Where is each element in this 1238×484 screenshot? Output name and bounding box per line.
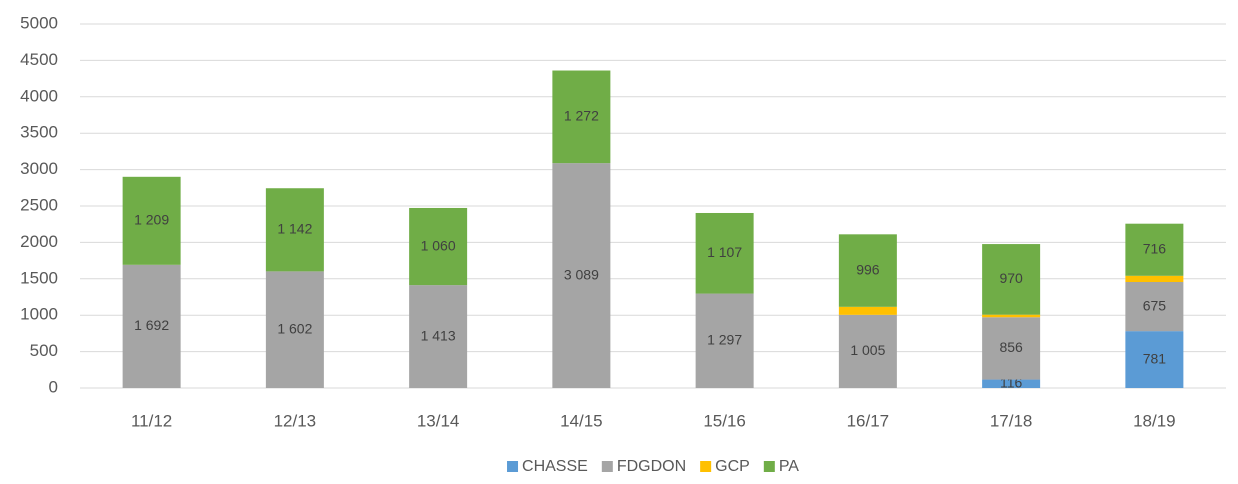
y-tick-label: 0 xyxy=(49,377,58,396)
x-tick-label: 11/12 xyxy=(131,411,172,430)
y-tick-label: 2000 xyxy=(20,232,58,251)
bar-segment xyxy=(1125,223,1184,276)
bar-segment xyxy=(695,212,754,294)
bar-segment xyxy=(982,314,1041,318)
y-tick-label: 5000 xyxy=(20,13,58,32)
bar-segment xyxy=(1125,282,1184,332)
bar-segment xyxy=(1125,275,1184,283)
bar-segment xyxy=(409,285,468,388)
data-label: 970 xyxy=(999,270,1023,286)
y-tick-label: 3500 xyxy=(20,123,58,142)
data-label: 1 692 xyxy=(134,317,169,333)
x-tick-label: 14/15 xyxy=(560,411,603,430)
bar-segment xyxy=(982,379,1041,388)
data-label: 1 142 xyxy=(277,221,312,237)
data-label: 856 xyxy=(999,339,1023,355)
data-label: 1 107 xyxy=(707,244,742,260)
y-tick-label: 3000 xyxy=(20,159,58,178)
data-label: 1 413 xyxy=(421,327,456,343)
data-label: 675 xyxy=(1143,297,1167,313)
x-tick-label: 17/18 xyxy=(990,411,1033,430)
x-tick-label: 15/16 xyxy=(703,411,746,430)
data-label: 716 xyxy=(1143,240,1167,256)
data-label: 1 602 xyxy=(277,320,312,336)
bar-segment xyxy=(409,207,468,286)
bar-segment xyxy=(838,306,897,315)
legend-label: FDGDON xyxy=(617,458,686,475)
bar-segment xyxy=(838,314,897,388)
y-tick-label: 2500 xyxy=(20,195,58,214)
legend-label: PA xyxy=(779,458,799,475)
data-label: 1 060 xyxy=(421,237,456,253)
bar-segment xyxy=(552,70,611,164)
bar-segment xyxy=(265,271,324,388)
data-label: 1 297 xyxy=(707,331,742,347)
y-tick-label: 4500 xyxy=(20,50,58,69)
legend-label: CHASSE xyxy=(522,458,588,475)
bar-segment xyxy=(982,317,1041,380)
legend-swatch xyxy=(601,461,613,472)
y-tick-label: 500 xyxy=(30,341,58,360)
bar-segment xyxy=(1125,331,1184,388)
legend-swatch xyxy=(700,461,712,472)
bar-segment xyxy=(122,176,181,265)
bar-segment xyxy=(838,234,897,307)
legend-swatch xyxy=(507,461,519,472)
data-label: 1 005 xyxy=(850,342,885,358)
bar-segment xyxy=(695,293,754,388)
y-tick-label: 1500 xyxy=(20,268,58,287)
bar-segment xyxy=(122,264,181,388)
x-tick-label: 18/19 xyxy=(1133,411,1176,430)
data-label: 996 xyxy=(856,261,880,277)
x-tick-label: 12/13 xyxy=(274,411,317,430)
legend-label: GCP xyxy=(715,458,750,475)
y-tick-label: 4000 xyxy=(20,86,58,105)
data-label: 1 209 xyxy=(134,212,169,228)
bar-segment xyxy=(982,244,1041,315)
data-label: 3 089 xyxy=(564,266,599,282)
bar-segment xyxy=(265,188,324,272)
data-label: 1 272 xyxy=(564,108,599,124)
x-tick-label: 16/17 xyxy=(847,411,890,430)
y-tick-label: 1000 xyxy=(20,305,58,324)
legend-swatch xyxy=(763,461,775,472)
data-label: 781 xyxy=(1143,350,1167,366)
bar-segment xyxy=(552,163,611,388)
x-tick-label: 13/14 xyxy=(417,411,460,430)
